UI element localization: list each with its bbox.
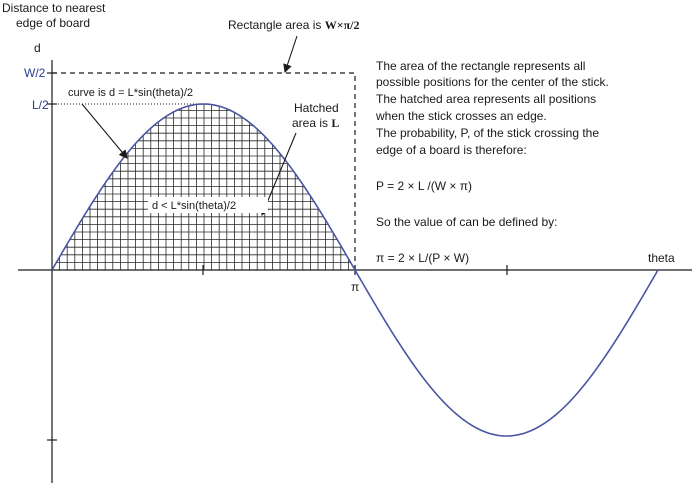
x-axis-label: theta xyxy=(648,251,675,265)
y-axis-title-line2: edge of board xyxy=(16,16,90,30)
pi-intro: So the value of can be defined by: xyxy=(376,215,557,229)
tick-label-l2: L/2 xyxy=(32,98,49,112)
y-axis-title-line1: Distance to nearest xyxy=(2,1,106,15)
explanation-line-2: possible positions for the center of the… xyxy=(376,75,609,89)
hatched-note-prefix: area is xyxy=(292,116,331,130)
explanation-line-1: The area of the rectangle represents all xyxy=(376,59,585,73)
probability-formula: P = 2 × L /(W × π) xyxy=(376,179,472,193)
tick-label-pi: π xyxy=(351,280,359,294)
explanation-line-4: when the stick crosses an edge. xyxy=(375,109,547,123)
rectangle-note-arrow xyxy=(283,35,298,74)
inequality-note-backdrop xyxy=(148,197,268,213)
tick-label-w2: W/2 xyxy=(24,66,46,80)
explanation-line-5: The probability, P, of the stick crossin… xyxy=(376,126,599,140)
sine-curve xyxy=(51,103,659,437)
explanation-line-3: The hatched area represents all position… xyxy=(376,92,596,106)
rectangle-note-prefix: Rectangle area is xyxy=(228,18,325,32)
curve-note: curve is d = L*sin(theta)/2 xyxy=(68,87,193,99)
explanation-line-6: edge of a board is therefore: xyxy=(376,143,527,157)
hatched-note-symbol: L xyxy=(331,116,339,130)
curve-note-arrow xyxy=(81,103,128,159)
rectangle-note: Rectangle area is W×π/2 xyxy=(228,18,359,32)
hatched-note-line1: Hatched xyxy=(294,101,339,115)
pi-formula: π = 2 × L/(P × W) xyxy=(376,251,469,265)
rectangle-note-formula: W×π/2 xyxy=(325,18,360,32)
rectangle-boundary xyxy=(52,72,356,270)
y-axis-symbol: d xyxy=(34,41,41,55)
inequality-note: d < L*sin(theta)/2 xyxy=(152,200,236,212)
hatched-note-line2: area is L xyxy=(292,116,339,130)
